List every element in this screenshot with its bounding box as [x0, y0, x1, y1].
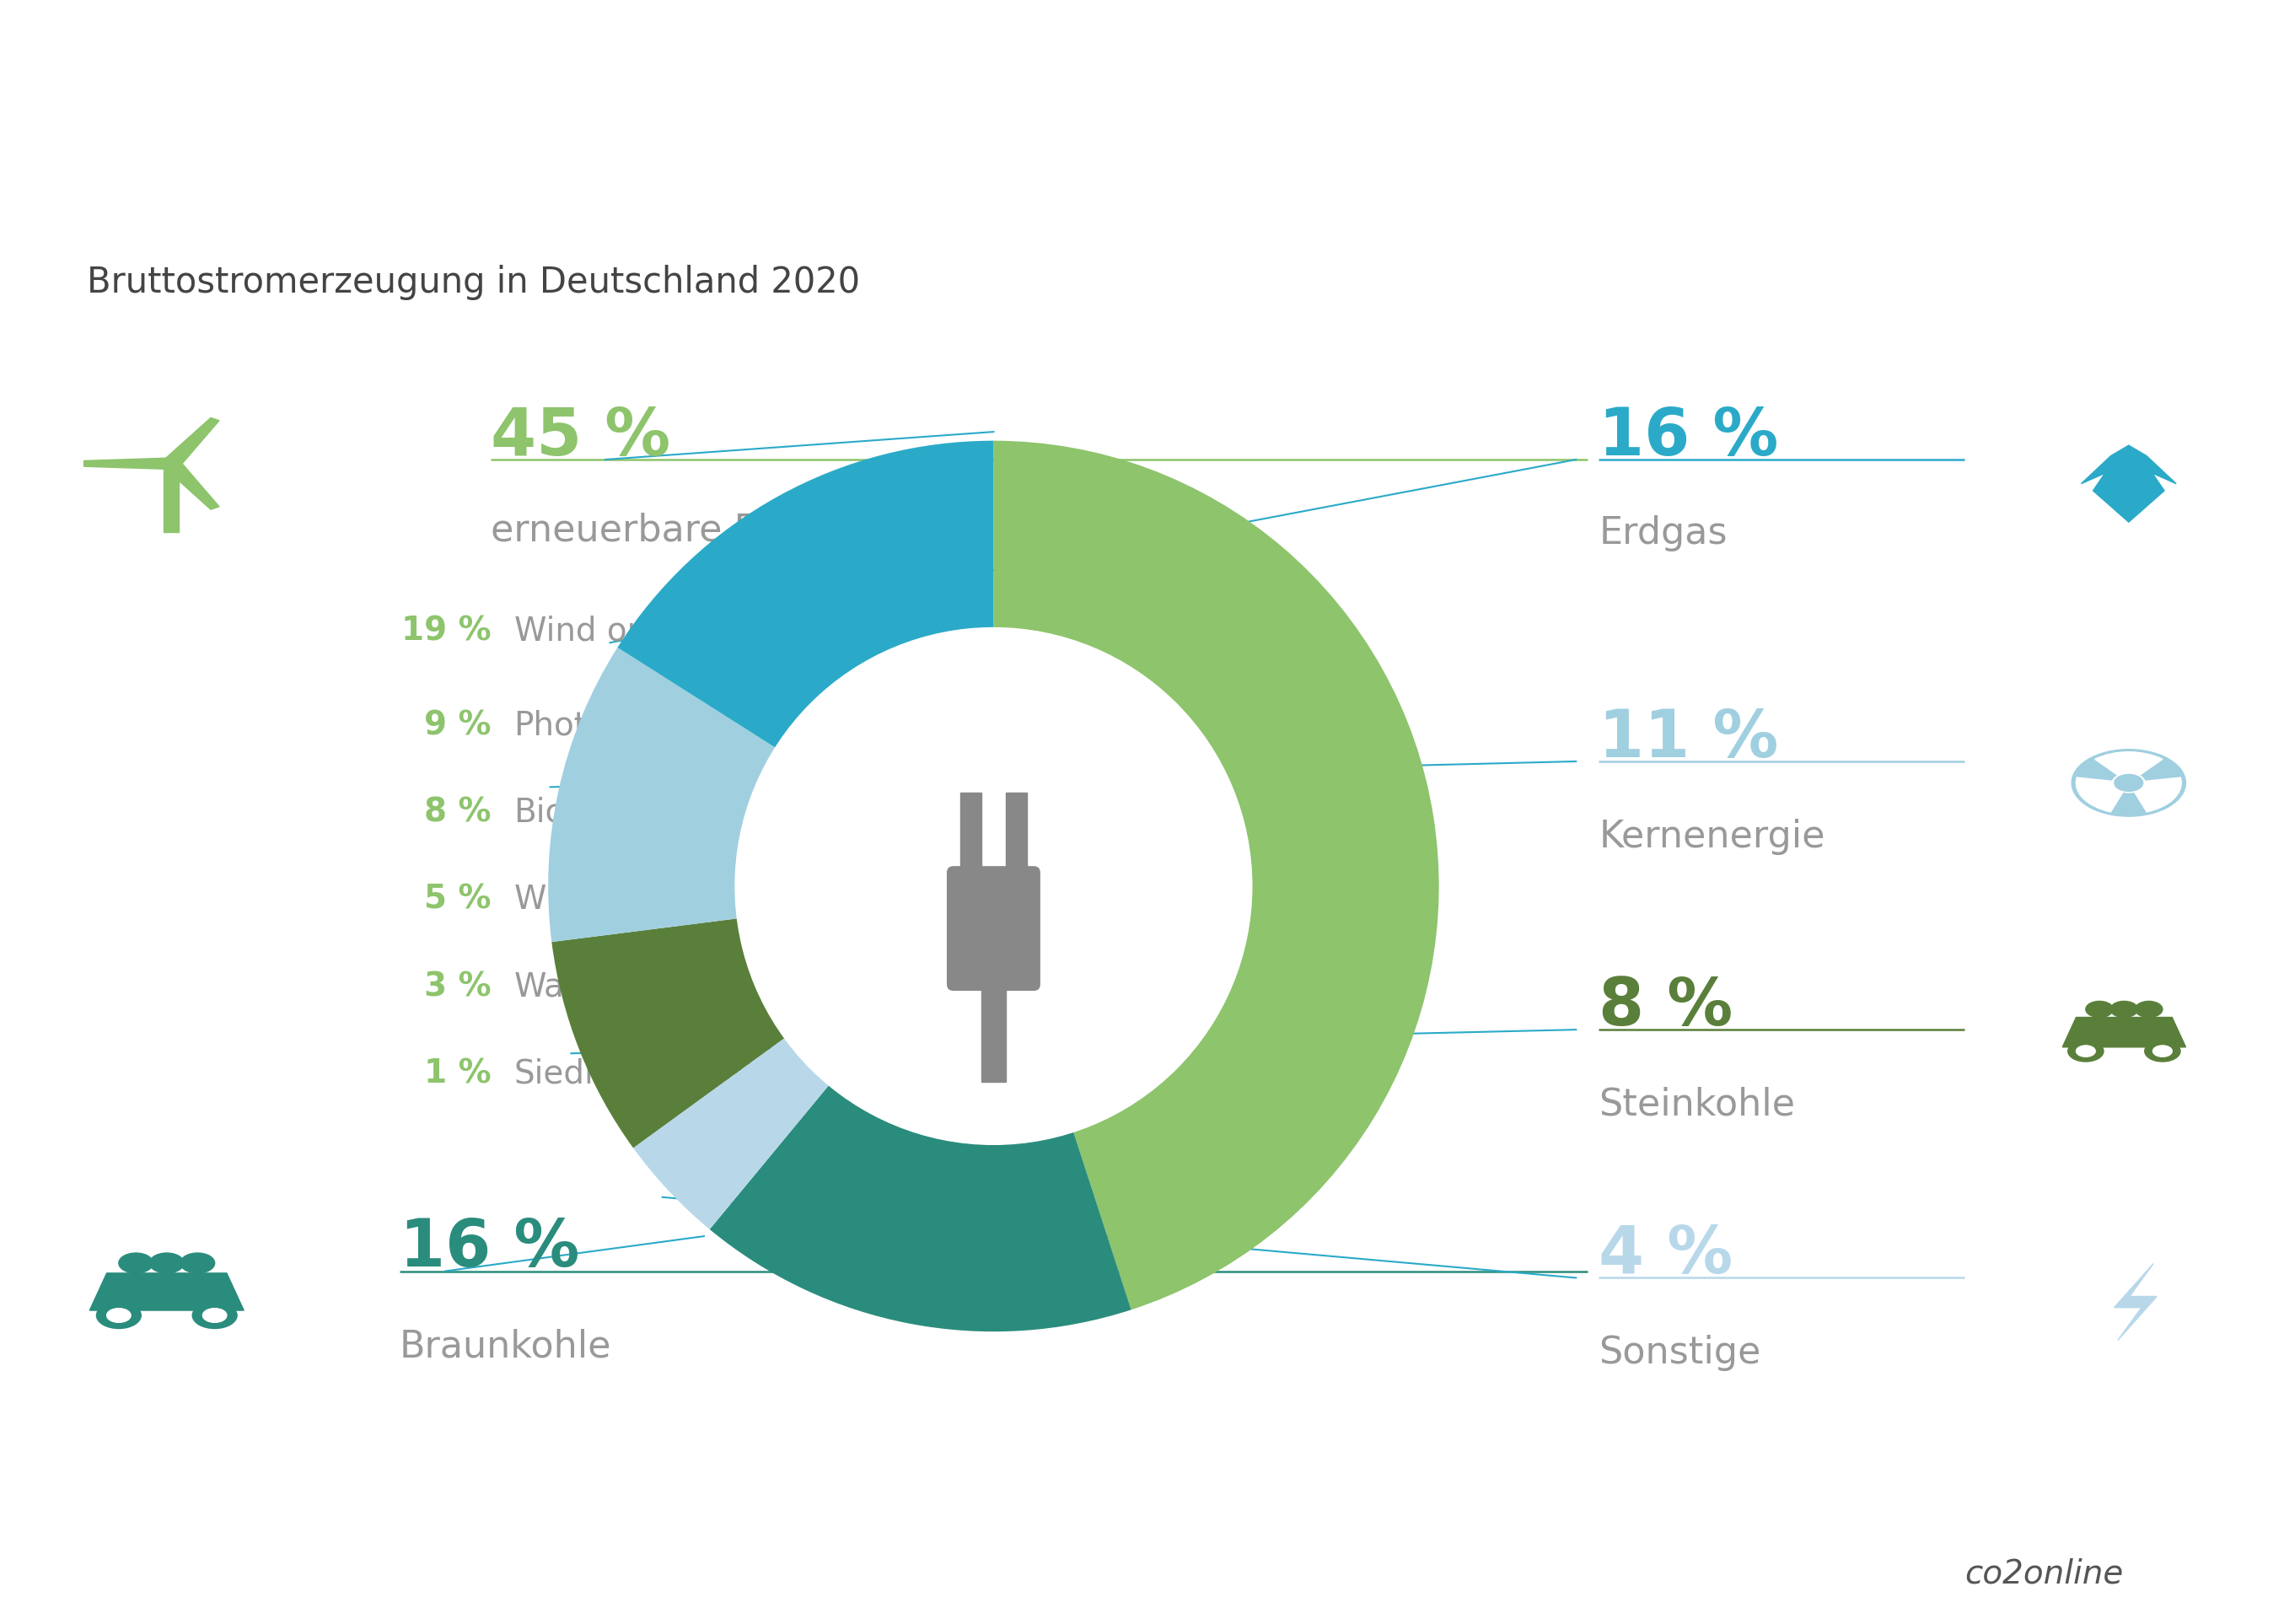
Text: Siedlungsabfälle: Siedlungsabfälle	[514, 1057, 783, 1090]
Text: 8 %: 8 %	[425, 796, 491, 828]
Text: Sonstige: Sonstige	[1599, 1335, 1761, 1371]
Circle shape	[735, 628, 1252, 1145]
Circle shape	[2067, 1041, 2104, 1062]
Text: Stand: 10/2020  |  Daten: BDEW, Destatis, EEX, VGB, ZSW  |  Grafik: www.co2onlin: Stand: 10/2020 | Daten: BDEW, Destatis, …	[155, 1562, 1124, 1585]
Text: Photovoltaik: Photovoltaik	[514, 710, 717, 741]
Text: 11 %: 11 %	[1599, 706, 1779, 771]
FancyBboxPatch shape	[948, 866, 1039, 991]
Circle shape	[2072, 749, 2186, 817]
Bar	[0, 1533, 142, 1614]
Circle shape	[2154, 1046, 2172, 1057]
Polygon shape	[162, 461, 219, 510]
Bar	[164, 463, 178, 533]
Circle shape	[2115, 775, 2142, 791]
Wedge shape	[553, 919, 786, 1148]
Text: Braunkohle: Braunkohle	[400, 1328, 612, 1364]
Wedge shape	[2129, 778, 2181, 812]
Text: 16 %: 16 %	[1599, 404, 1779, 469]
Polygon shape	[162, 417, 219, 466]
Text: 4 %: 4 %	[1599, 1223, 1734, 1288]
Circle shape	[2145, 1041, 2181, 1062]
Circle shape	[2113, 773, 2145, 793]
Text: 8 %: 8 %	[1599, 974, 1734, 1039]
Text: Bruttostromerzeugung in Deutschland 2020: Bruttostromerzeugung in Deutschland 2020	[87, 265, 861, 300]
Text: Kernenergie: Kernenergie	[1599, 818, 1825, 854]
Polygon shape	[2062, 1017, 2186, 1047]
Circle shape	[2110, 1002, 2138, 1017]
Polygon shape	[85, 458, 171, 469]
Text: Wind offshore: Wind offshore	[514, 883, 740, 916]
Circle shape	[2076, 1046, 2094, 1057]
Text: 16 %: 16 %	[400, 1216, 580, 1280]
Text: Biomasse: Biomasse	[514, 796, 671, 828]
Circle shape	[96, 1302, 142, 1328]
Wedge shape	[994, 440, 1439, 1311]
Circle shape	[119, 1254, 153, 1273]
Text: 1 %: 1 %	[425, 1057, 491, 1090]
Wedge shape	[710, 1085, 1131, 1332]
Text: Erdgas: Erdgas	[1599, 515, 1727, 552]
Circle shape	[148, 1254, 183, 1273]
Text: 9 %: 9 %	[425, 710, 491, 741]
Circle shape	[2136, 1002, 2163, 1017]
Text: 19 %: 19 %	[402, 615, 491, 648]
Circle shape	[107, 1309, 130, 1322]
Wedge shape	[2094, 752, 2163, 783]
Text: erneuerbare Energien: erneuerbare Energien	[491, 513, 900, 549]
Polygon shape	[2115, 1263, 2156, 1340]
Bar	[1005, 793, 1028, 872]
Circle shape	[2085, 1002, 2113, 1017]
Wedge shape	[548, 648, 777, 942]
Circle shape	[192, 1302, 238, 1328]
Text: Wind onshore: Wind onshore	[514, 615, 738, 648]
Text: 45 %: 45 %	[491, 404, 671, 469]
Text: Steinkohle: Steinkohle	[1599, 1086, 1795, 1122]
Wedge shape	[617, 440, 994, 747]
Circle shape	[203, 1309, 226, 1322]
Text: 3 %: 3 %	[425, 971, 491, 1002]
Polygon shape	[89, 1273, 244, 1311]
Text: Wasser: Wasser	[514, 971, 633, 1002]
Polygon shape	[1667, 1523, 2284, 1624]
Wedge shape	[633, 1038, 829, 1229]
Circle shape	[180, 1254, 215, 1273]
Wedge shape	[2076, 778, 2129, 812]
Bar	[959, 793, 982, 872]
Polygon shape	[2081, 445, 2177, 521]
Text: 5 %: 5 %	[425, 883, 491, 916]
Text: co2online: co2online	[1964, 1557, 2124, 1590]
Bar	[982, 984, 1005, 1082]
Text: Strom und Energieträger: Strom und Energieträger	[580, 52, 1704, 130]
